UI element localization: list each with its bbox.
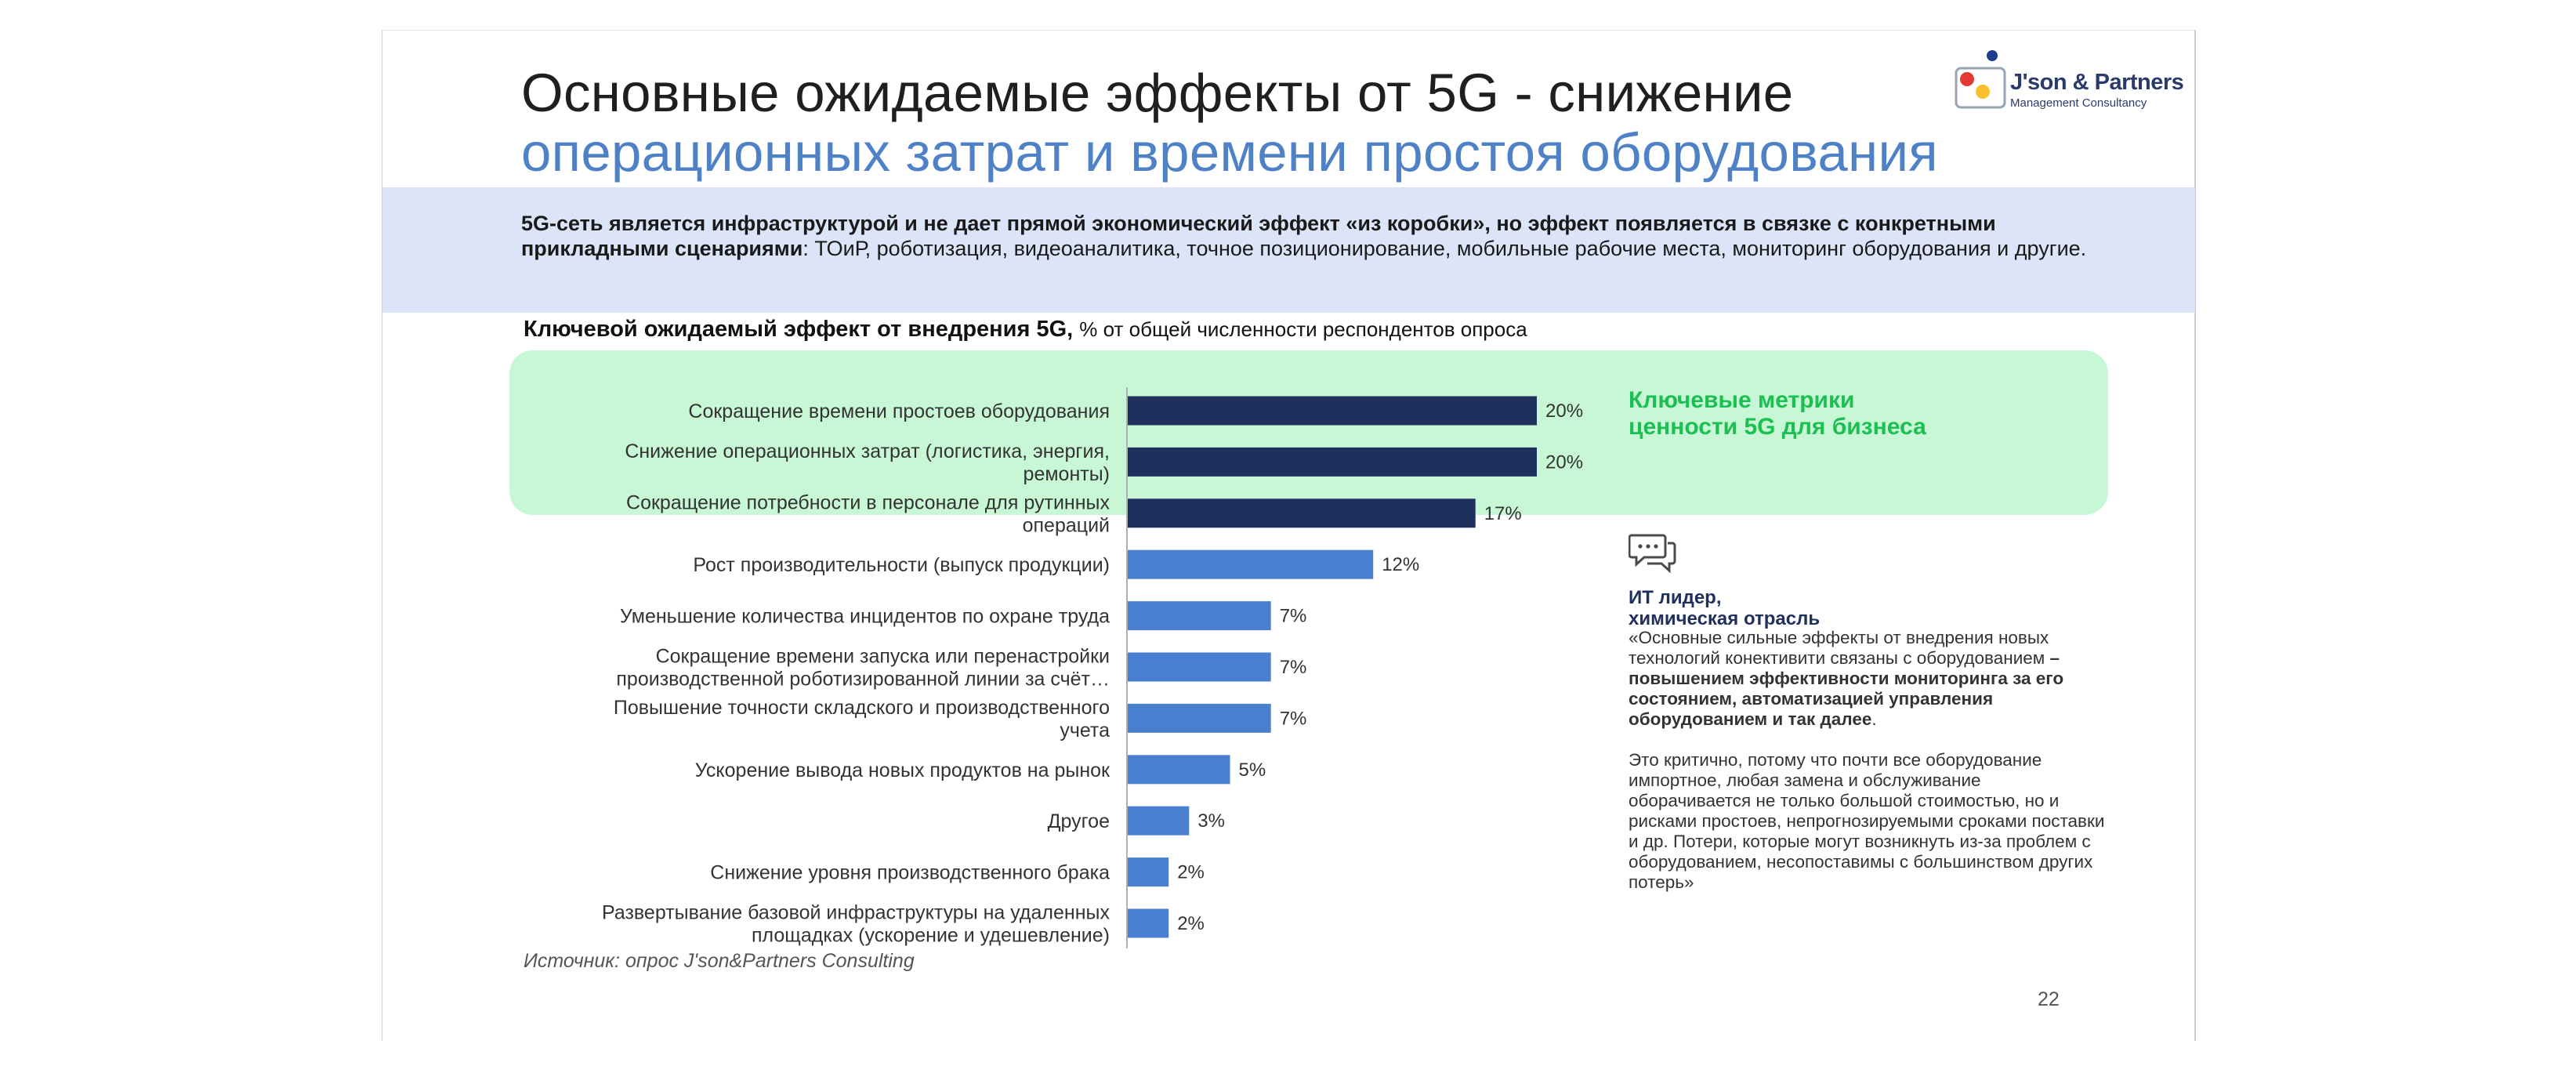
bar — [1128, 857, 1169, 887]
category-label-line: производственной роботизированной линии … — [616, 669, 1110, 691]
category-label-line: операций — [1023, 514, 1110, 536]
category-label: Ускорение вывода новых продуктов на рыно… — [695, 759, 1110, 781]
bar-value-label: 7% — [1280, 657, 1307, 678]
banner-text: 5G-сеть является инфраструктурой и не да… — [521, 211, 2112, 261]
bar-value-label: 2% — [1177, 913, 1205, 934]
key-metrics-highlight — [509, 350, 2108, 515]
category-label: Снижение операционных затрат (логистика,… — [625, 440, 1110, 485]
summary-banner: 5G-сеть является инфраструктурой и не да… — [382, 187, 2195, 313]
category-label-line: Сокращение времени запуска или перенастр… — [656, 646, 1110, 668]
chart-title-bold: Ключевой ожидаемый эффект от внедрения 5… — [524, 317, 1074, 342]
category-label-line: Повышение точности складского и производ… — [614, 697, 1110, 719]
bar-value-label: 5% — [1239, 759, 1266, 781]
page-number: 22 — [2038, 988, 2060, 1010]
category-label-line: Рост производительности (выпуск продукци… — [693, 554, 1110, 576]
category-label: Уменьшение количества инцидентов по охра… — [620, 606, 1110, 628]
category-label: Снижение уровня производственного брака — [710, 862, 1110, 884]
category-label-line: ремонты) — [1024, 463, 1110, 485]
banner-normal-text: : ТОиР, роботизация, видеоаналитика, точ… — [803, 237, 2087, 260]
chart-subtitle: % от общей численности респондентов опро… — [1079, 317, 1527, 341]
logo-mark-icon — [1955, 50, 2006, 109]
quote-paragraph-2: Это критично, потому что почти все обору… — [1629, 750, 2105, 892]
quote-paragraph-1: «Основные сильные эффекты от внедрения н… — [1629, 628, 2107, 730]
bar-value-label: 17% — [1484, 503, 1522, 524]
category-label: Рост производительности (выпуск продукци… — [693, 554, 1110, 576]
category-label-line: площадках (ускорение и удешевление) — [752, 925, 1110, 947]
quote-p1-bold: – повышением эффективности мониторинга з… — [1629, 648, 2064, 729]
quote-p1-normal: «Основные сильные эффекты от внедрения н… — [1629, 628, 2050, 668]
category-label-line: Ускорение вывода новых продуктов на рыно… — [695, 759, 1110, 781]
chat-bubbles-icon — [1629, 534, 1676, 574]
slide: Основные ожидаемые эффекты от 5G - сниже… — [382, 30, 2196, 1041]
category-label: Другое — [1048, 810, 1110, 832]
bar — [1128, 652, 1271, 682]
category-label-line: Уменьшение количества инцидентов по охра… — [620, 606, 1110, 628]
quote-author: ИТ лидер, химическая отрасль — [1629, 587, 2099, 629]
category-label-line: Снижение операционных затрат (логистика,… — [625, 440, 1110, 462]
quote-author-line-1: ИТ лидер, — [1629, 587, 1722, 608]
category-label: Развертывание базовой инфраструктуры на … — [602, 902, 1110, 947]
bar-value-label: 3% — [1197, 810, 1225, 832]
quote-author-line-2: химическая отрасль — [1629, 608, 1821, 629]
category-label: Сокращение времени запуска или перенастр… — [616, 646, 1110, 691]
category-label-line: Снижение уровня производственного брака — [710, 862, 1110, 884]
bar — [1128, 908, 1169, 938]
bar — [1128, 703, 1271, 733]
category-label: Сокращение времени простоев оборудования — [688, 401, 1110, 422]
bar — [1128, 601, 1271, 631]
category-label-line: учета — [1060, 720, 1110, 741]
bar-value-label: 2% — [1177, 862, 1205, 883]
category-label-line: Другое — [1048, 810, 1110, 832]
key-metrics-label: Ключевые метрики ценности 5G для бизнеса — [1629, 387, 1926, 440]
bar — [1128, 806, 1190, 836]
category-label-line: Сокращение потребности в персонале для р… — [626, 491, 1110, 513]
bar — [1128, 447, 1537, 477]
source-note: Источник: опрос J'son&Partners Consultin… — [524, 950, 915, 972]
title-line-2: операционных затрат и времени простоя об… — [521, 122, 1938, 183]
bar-value-label: 7% — [1280, 606, 1307, 627]
bar — [1128, 755, 1230, 785]
title-line-1: Основные ожидаемые эффекты от 5G - сниже… — [521, 63, 1794, 123]
category-label-line: Развертывание базовой инфраструктуры на … — [602, 902, 1110, 924]
chart-title: Ключевой ожидаемый эффект от внедрения 5… — [524, 317, 1527, 343]
category-label-line: Сокращение времени простоев оборудования — [688, 401, 1110, 422]
bar — [1128, 549, 1374, 579]
company-logo: J'son & Partners Management Consultancy — [1951, 40, 2184, 126]
bar — [1128, 396, 1537, 426]
bar-value-label: 20% — [1545, 451, 1583, 473]
bar-chart: 20% Сокращение времени простоев оборудова… — [602, 387, 1583, 948]
bar-value-label: 20% — [1545, 401, 1583, 422]
quote-p1-end: . — [1871, 709, 1877, 729]
category-label: Сокращение потребности в персонале для р… — [626, 491, 1110, 536]
banner-bold-text: 5G-сеть является инфраструктурой и не да… — [521, 212, 1996, 260]
bar-value-label: 7% — [1280, 708, 1307, 729]
bar — [1128, 498, 1476, 528]
logo-subtitle: Management Consultancy — [2010, 96, 2147, 110]
logo-name: J'son & Partners — [2010, 70, 2184, 95]
category-label: Повышение точности складского и производ… — [614, 697, 1110, 741]
bar-value-label: 12% — [1382, 554, 1419, 575]
